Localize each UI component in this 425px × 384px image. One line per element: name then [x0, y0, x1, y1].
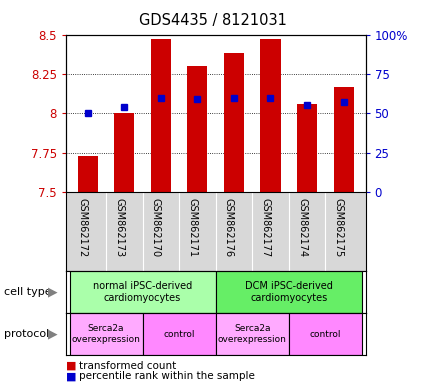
- Bar: [289, 313, 362, 355]
- Bar: [114, 113, 134, 192]
- Text: GSM862175: GSM862175: [334, 198, 343, 258]
- Bar: [215, 313, 289, 355]
- Bar: [78, 156, 98, 192]
- Text: percentile rank within the sample: percentile rank within the sample: [79, 371, 255, 381]
- Text: control: control: [163, 329, 195, 339]
- Text: ■: ■: [66, 361, 76, 371]
- Text: transformed count: transformed count: [79, 361, 176, 371]
- Bar: [187, 66, 207, 192]
- Bar: [70, 271, 216, 313]
- Text: ▶: ▶: [48, 328, 58, 341]
- Bar: [334, 86, 354, 192]
- Text: protocol: protocol: [4, 329, 49, 339]
- Text: cell type: cell type: [4, 287, 52, 297]
- Text: GSM862172: GSM862172: [78, 198, 88, 258]
- Text: ■: ■: [66, 371, 76, 381]
- Text: GSM862176: GSM862176: [224, 198, 234, 257]
- Text: GSM862173: GSM862173: [114, 198, 125, 257]
- Bar: [70, 313, 143, 355]
- Bar: [151, 39, 171, 192]
- Text: Serca2a
overexpression: Serca2a overexpression: [218, 324, 287, 344]
- Text: control: control: [309, 329, 341, 339]
- Text: ▶: ▶: [48, 285, 58, 298]
- Bar: [297, 104, 317, 192]
- Bar: [215, 271, 362, 313]
- Text: GDS4435 / 8121031: GDS4435 / 8121031: [139, 13, 286, 28]
- Text: GSM862171: GSM862171: [187, 198, 198, 257]
- Bar: [224, 53, 244, 192]
- Bar: [143, 313, 216, 355]
- Text: normal iPSC-derived
cardiomyocytes: normal iPSC-derived cardiomyocytes: [93, 281, 192, 303]
- Text: GSM862170: GSM862170: [151, 198, 161, 257]
- Text: GSM862174: GSM862174: [297, 198, 307, 257]
- Text: DCM iPSC-derived
cardiomyocytes: DCM iPSC-derived cardiomyocytes: [245, 281, 333, 303]
- Text: GSM862177: GSM862177: [261, 198, 270, 258]
- Text: Serca2a
overexpression: Serca2a overexpression: [72, 324, 141, 344]
- Bar: [261, 39, 280, 192]
